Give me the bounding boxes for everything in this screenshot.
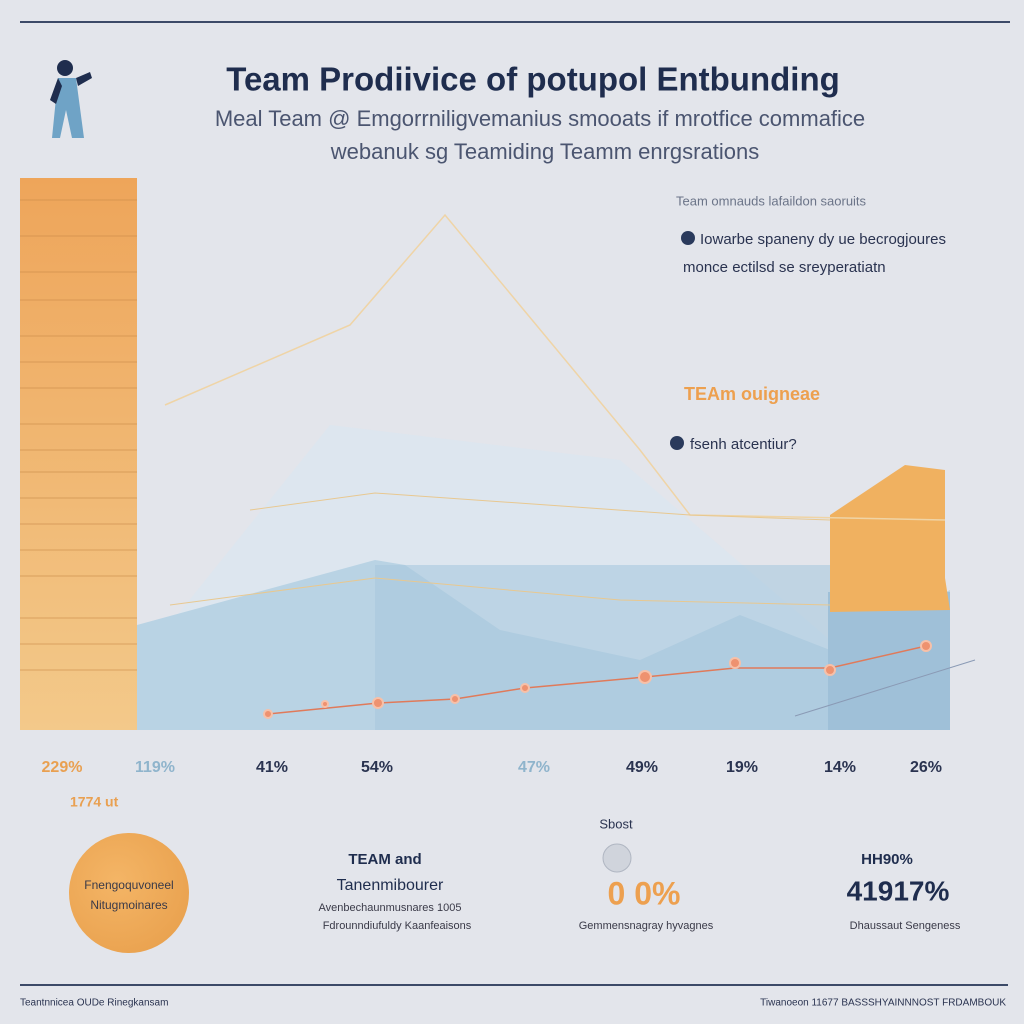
footer-left: Teantnnicea OUDe Rinegkansam <box>20 998 168 1009</box>
label-row: 229% 119% 41% 54% 47% 49% 19% 14% 26% <box>42 759 942 776</box>
subtitle: Meal Team @ Emgorrniligvemanius smooats … <box>215 106 865 131</box>
x-label: 229% <box>42 759 83 776</box>
note: Team omnauds lafaildon saoruits <box>676 193 867 208</box>
callout: TEAm ouigneae <box>684 384 820 404</box>
footer-right: Tiwanoeon 11677 BASSSHYAINNNOST FRDAMBOU… <box>760 998 1006 1009</box>
x-label: 49% <box>626 759 658 776</box>
stat-text: Dhaussaut Sengeness <box>850 920 961 932</box>
person-icon <box>50 60 92 138</box>
stat-circle <box>69 833 189 953</box>
callout-sub: fsenh atcentiur? <box>690 436 797 453</box>
stat-text: Gemmensnagray hyvagnes <box>579 920 714 932</box>
stat-icon <box>602 843 632 873</box>
stat-text: Fnengoquvoneel <box>84 878 173 892</box>
x-label: 26% <box>910 759 942 776</box>
x-label: 47% <box>518 759 550 776</box>
stat-heading: HH90% <box>861 851 913 868</box>
x-label: 54% <box>361 759 393 776</box>
stat-text: Tanenmibourer <box>337 877 444 894</box>
bullet-icon <box>681 231 695 245</box>
stat-value: 0 0% <box>608 875 681 911</box>
chart-area <box>20 178 976 730</box>
note: monce ectilsd se sreyperatiatn <box>683 259 886 276</box>
stat-value: 41917% <box>847 875 950 906</box>
note: Iowarbe spaneny dy ue becrogjoures <box>700 231 946 248</box>
x-label: 19% <box>726 759 758 776</box>
x-label: 14% <box>824 759 856 776</box>
title: Team Prodiivice of potupol Entbunding <box>226 61 840 98</box>
sub-label: 1774 ut <box>70 794 119 810</box>
x-label: 41% <box>256 759 288 776</box>
stat-text: Nitugmoinares <box>90 898 167 912</box>
stat-heading: Sbost <box>599 816 633 831</box>
bullet-icon <box>670 436 684 450</box>
stat-heading: TEAM and <box>348 851 421 868</box>
stat-text: Fdrounndiufuldy Kaanfeaisons <box>323 920 472 932</box>
x-label: 119% <box>135 759 175 776</box>
stat-text: Avenbechaunmusnares 1005 <box>319 902 462 914</box>
subtitle: webanuk sg Teamiding Teamm enrgsrations <box>330 139 759 164</box>
